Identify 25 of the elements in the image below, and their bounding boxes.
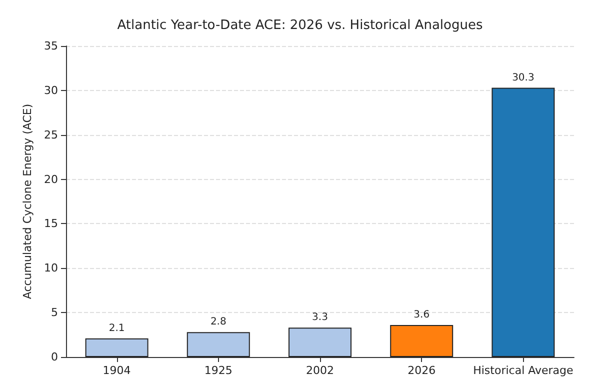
x-tick-label: 2026 xyxy=(408,364,436,377)
bar xyxy=(85,338,148,357)
x-tick-label: 1904 xyxy=(102,364,131,377)
y-tick-label: 30 xyxy=(44,84,58,97)
data-label: 3.6 xyxy=(414,310,430,321)
y-tick-label: 25 xyxy=(44,128,58,142)
y-tick-label: 0 xyxy=(51,350,58,364)
data-label: 30.3 xyxy=(512,72,534,84)
chart-title: Atlantic Year-to-Date ACE: 2026 vs. Historical Analogues xyxy=(117,18,483,33)
y-tick-label: 10 xyxy=(44,262,58,275)
bar xyxy=(492,88,555,357)
y-tick-label: 5 xyxy=(51,306,58,320)
y-tick-label: 35 xyxy=(44,40,58,52)
y-axis-title: Accumulated Cyclone Energy (ACE) xyxy=(21,104,34,300)
data-label: 2.1 xyxy=(108,322,125,334)
y-tick-label: 15 xyxy=(44,217,58,230)
data-label: 2.8 xyxy=(210,316,226,328)
x-tick-label: Historical Average xyxy=(473,364,574,377)
x-tick-label: 2002 xyxy=(306,364,334,377)
data-label: 3.3 xyxy=(312,312,328,324)
y-tick-label: 20 xyxy=(44,172,58,186)
x-tick-label: 1925 xyxy=(204,364,232,377)
bar xyxy=(186,332,250,357)
bar xyxy=(390,325,454,357)
bar xyxy=(288,328,352,357)
